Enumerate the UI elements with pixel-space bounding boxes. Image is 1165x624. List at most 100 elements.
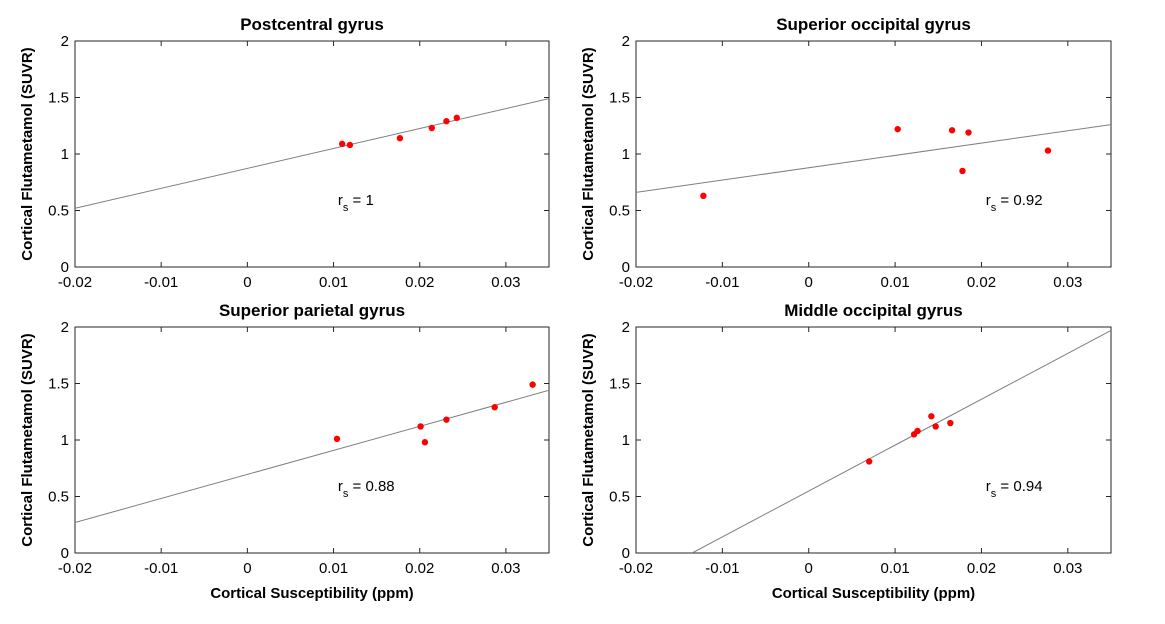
y-tick-label: 1.5 <box>609 376 630 393</box>
y-tick-label: 2 <box>61 319 69 336</box>
y-tick-label: 0 <box>622 545 630 562</box>
panel-4: -0.02 -0.01 0 0.01 0.02 0.03 0 0.5 1 1.5 2 Middle o… <box>580 301 1112 602</box>
chart-title: Middle occipital gyrus <box>784 301 963 320</box>
data-point <box>428 124 435 132</box>
annotation-main: r <box>338 192 343 209</box>
y-tick-label: 2 <box>61 33 69 50</box>
x-tick-label: 0.02 <box>405 560 434 577</box>
y-tick-label: 0.5 <box>609 489 630 506</box>
annotation-main: r <box>338 478 343 495</box>
y-tick-label: 0.5 <box>609 203 630 220</box>
x-tick-label: 0.02 <box>967 274 996 291</box>
data-point <box>928 413 935 420</box>
data-point <box>396 134 404 142</box>
data-point <box>443 118 450 125</box>
annotation-value: = 1 <box>348 192 373 209</box>
data-point <box>421 439 429 446</box>
data-point <box>338 140 346 148</box>
x-tick-label: -0.01 <box>144 274 178 291</box>
data-point <box>1044 147 1052 154</box>
y-tick-label: 1.5 <box>48 90 69 107</box>
y-tick-label: 0.5 <box>48 489 69 506</box>
y-tick-label: 1 <box>622 432 630 449</box>
data-point <box>965 129 972 136</box>
y-tick-label: 1 <box>61 432 69 449</box>
annotation-value: = 0.88 <box>348 478 394 495</box>
annotation-subscript: s <box>343 202 349 214</box>
annotation-value: = 0.92 <box>996 192 1042 209</box>
x-axis-label: Cortical Susceptibility (ppm) <box>772 585 975 602</box>
data-point <box>417 423 424 430</box>
y-tick-label: 1.5 <box>48 376 69 393</box>
x-tick-label: 0.02 <box>967 560 996 577</box>
data-point <box>346 141 354 149</box>
plot-area <box>74 326 550 554</box>
y-axis-label: Cortical Flutametamol (SUVR) <box>580 333 597 546</box>
x-tick-label: 0 <box>243 274 251 291</box>
y-tick-label: 1.5 <box>609 90 630 107</box>
data-point <box>894 125 901 133</box>
data-point <box>914 427 921 435</box>
y-tick-label: 2 <box>622 33 630 50</box>
y-tick-label: 1 <box>622 146 630 163</box>
y-tick-label: 0.5 <box>48 203 69 220</box>
correlation-annotation: rs = 0.88 <box>338 478 395 500</box>
data-point <box>948 127 956 134</box>
x-tick-label: -0.01 <box>144 560 178 577</box>
x-axis-label: Cortical Susceptibility (ppm) <box>210 585 413 602</box>
panel-2: -0.02 -0.01 0 0.01 0.02 0.03 0 0.5 1 1.5 2 Superior… <box>580 15 1112 291</box>
chart-title: Postcentral gyrus <box>240 15 384 34</box>
plot-area <box>635 40 1112 268</box>
x-tick-label: 0.03 <box>1053 560 1082 577</box>
y-axis-label: Cortical Flutametamol (SUVR) <box>580 47 597 260</box>
x-tick-label: 0 <box>805 274 813 291</box>
data-point <box>959 167 966 175</box>
x-tick-label: 0.03 <box>491 274 520 291</box>
data-point <box>443 416 450 423</box>
fit-line <box>75 98 549 209</box>
plot-area <box>635 326 1112 554</box>
annotation-main: r <box>986 192 991 209</box>
data-point <box>333 435 341 443</box>
data-point <box>932 423 939 430</box>
y-axis-label: Cortical Flutametamol (SUVR) <box>19 47 36 260</box>
data-point <box>865 458 873 465</box>
fit-line <box>636 124 1111 193</box>
fit-line <box>75 389 549 523</box>
correlation-annotation: rs = 0.92 <box>986 192 1043 214</box>
x-tick-label: 0.01 <box>319 560 348 577</box>
annotation-subscript: s <box>343 488 349 500</box>
y-tick-label: 2 <box>622 319 630 336</box>
chart-title: Superior occipital gyrus <box>776 15 971 34</box>
y-tick-label: 0 <box>622 259 630 276</box>
annotation-subscript: s <box>991 488 997 500</box>
data-point <box>700 192 707 200</box>
plot-area <box>74 40 550 268</box>
x-tick-label: -0.02 <box>619 560 653 577</box>
data-point <box>453 114 460 122</box>
x-tick-label: 0 <box>243 560 251 577</box>
chart-title: Superior parietal gyrus <box>219 301 405 320</box>
annotation-value: = 0.94 <box>996 478 1042 495</box>
x-tick-label: 0.01 <box>319 274 348 291</box>
correlation-annotation: rs = 1 <box>338 192 374 214</box>
data-point <box>529 381 536 388</box>
x-tick-label: -0.02 <box>619 274 653 291</box>
fit-line <box>691 329 1111 553</box>
x-tick-label: 0 <box>805 560 813 577</box>
y-axis-label: Cortical Flutametamol (SUVR) <box>19 333 36 546</box>
x-tick-label: -0.02 <box>58 560 92 577</box>
x-tick-label: -0.01 <box>705 274 739 291</box>
data-point <box>491 404 498 411</box>
x-tick-label: 0.01 <box>880 560 909 577</box>
x-tick-label: 0.01 <box>880 274 909 291</box>
x-tick-label: 0.03 <box>1053 274 1082 291</box>
x-tick-label: 0.03 <box>491 560 520 577</box>
annotation-subscript: s <box>991 202 997 214</box>
y-tick-label: 1 <box>61 146 69 163</box>
panel-3: -0.02 -0.01 0 0.01 0.02 0.03 0 0.5 1 1.5 2 Superior… <box>19 301 550 602</box>
panel-1: -0.02 -0.01 0 0.01 0.02 0.03 0 0.5 1 1.5 2 Postcent… <box>19 15 550 291</box>
x-tick-label: -0.02 <box>58 274 92 291</box>
x-tick-label: -0.01 <box>705 560 739 577</box>
